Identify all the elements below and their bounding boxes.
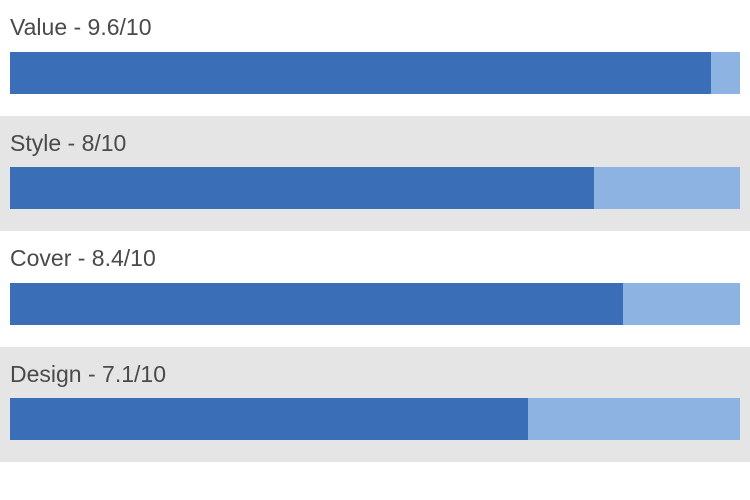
rating-bar-track [10, 283, 740, 325]
rating-label: Cover - 8.4/10 [10, 245, 740, 273]
rating-row: Design - 7.1/10 [0, 347, 750, 463]
rating-row: Value - 9.6/10 [0, 0, 750, 116]
ratings-list: Value - 9.6/10 Style - 8/10 Cover - 8.4/… [0, 0, 750, 462]
rating-label: Style - 8/10 [10, 130, 740, 158]
rating-bar-track [10, 52, 740, 94]
rating-label: Design - 7.1/10 [10, 361, 740, 389]
rating-row: Style - 8/10 [0, 116, 750, 232]
rating-bar-fill [10, 52, 711, 94]
rating-row: Cover - 8.4/10 [0, 231, 750, 347]
rating-bar-track [10, 398, 740, 440]
rating-bar-fill [10, 167, 594, 209]
rating-bar-fill [10, 398, 528, 440]
rating-label: Value - 9.6/10 [10, 14, 740, 42]
rating-bar-fill [10, 283, 623, 325]
rating-bar-track [10, 167, 740, 209]
